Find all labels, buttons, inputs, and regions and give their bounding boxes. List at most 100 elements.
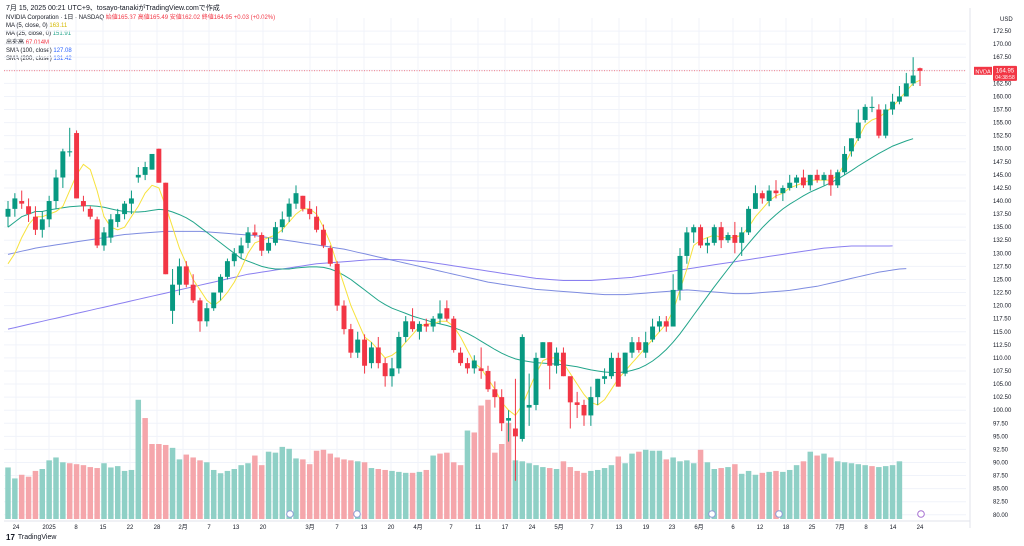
time-tick-label: 5月	[554, 524, 563, 531]
volume-bar	[121, 470, 128, 519]
volume-bar	[135, 399, 142, 519]
candle-body	[362, 339, 368, 366]
legend-sma100-label: SMA (100, close)	[6, 47, 52, 54]
sma200-line	[7, 245, 893, 330]
volume-bar	[773, 470, 779, 519]
legend-ma25-row[interactable]: MA (25, close, 0) 151.91	[6, 30, 275, 38]
candle-body	[828, 174, 834, 186]
volume-bar	[574, 470, 580, 519]
candle-body	[108, 219, 114, 238]
candle-body	[814, 174, 820, 181]
volume-bar	[348, 460, 354, 519]
tradingview-logo[interactable]: 17 TradingView	[6, 533, 56, 542]
candle-body	[286, 203, 292, 217]
candle-body	[629, 342, 635, 353]
volume-bar	[60, 462, 66, 519]
volume-bar	[512, 460, 519, 519]
candle-body	[608, 357, 614, 377]
candle-body	[787, 182, 793, 188]
price-tick-label: 150.00	[993, 147, 1012, 153]
candle-body	[574, 402, 580, 405]
volume-bar	[848, 463, 855, 519]
candle-body	[512, 428, 518, 437]
volume-bar	[272, 452, 279, 519]
price-tick-label: 97.50	[993, 421, 1009, 427]
time-tick-label: 14	[890, 525, 897, 531]
candle-body	[656, 321, 662, 327]
volume-bar	[190, 457, 196, 519]
price-tick-label: 167.50	[993, 55, 1012, 61]
candle-body	[519, 336, 525, 439]
volume-bar	[396, 471, 402, 519]
volume-bar	[5, 467, 11, 519]
volume-bar	[471, 432, 478, 519]
candle-body	[94, 219, 100, 246]
volume-bars	[5, 399, 903, 519]
candle-body	[300, 195, 306, 209]
volume-bar	[464, 430, 471, 519]
time-tick-label: 24	[917, 525, 924, 531]
volume-bar	[834, 461, 841, 519]
price-tick-label: 80.00	[993, 513, 1009, 519]
candle-body	[163, 182, 169, 275]
volume-bar	[334, 457, 340, 519]
volume-bar	[601, 468, 608, 519]
candle-body	[588, 397, 594, 416]
candle-body	[471, 360, 477, 369]
volume-bar	[793, 465, 800, 519]
volume-bar	[128, 469, 135, 519]
last-price-value: 164.95	[996, 68, 1015, 74]
price-tick-label: 117.50	[993, 317, 1012, 323]
volume-bar	[780, 471, 786, 519]
price-axis: 172.50170.00167.50165.00162.50160.00157.…	[969, 8, 1013, 528]
price-tick-label: 152.50	[993, 134, 1012, 140]
price-tick-label: 120.00	[993, 304, 1012, 310]
legend-volume-row[interactable]: 出来高 67.014M	[6, 39, 275, 47]
volume-bar	[87, 467, 94, 519]
price-tick-label: 135.00	[993, 225, 1012, 231]
price-tick-label: 125.00	[993, 277, 1012, 283]
countdown: 04:38:58	[995, 75, 1015, 81]
price-tick-label: 102.50	[993, 395, 1012, 401]
volume-bar	[389, 470, 395, 519]
candle-body	[794, 177, 800, 183]
candle-body	[80, 201, 86, 207]
price-tick-label: 130.00	[993, 251, 1012, 257]
candle-body	[540, 342, 546, 358]
time-tick-label: 13	[233, 525, 240, 531]
volume-bar	[876, 467, 882, 519]
candle-body	[567, 376, 573, 403]
candle-body	[759, 193, 765, 199]
volume-bar	[252, 455, 258, 519]
candle-body	[437, 313, 443, 319]
candle-body	[560, 352, 566, 377]
volume-bar	[862, 465, 868, 519]
volume-bar	[567, 467, 574, 519]
candle-body	[176, 266, 182, 285]
candle-body	[211, 292, 217, 309]
candle-body	[704, 242, 710, 246]
volume-bar	[341, 459, 347, 519]
candle-body	[293, 193, 299, 204]
volume-bar	[553, 469, 560, 519]
candle-body	[382, 363, 388, 377]
legend-ma5-row[interactable]: MA (5, close, 0) 163.11	[6, 22, 275, 30]
volume-bar	[519, 461, 526, 519]
candle-body	[204, 308, 210, 322]
candle-body	[12, 198, 18, 209]
candle-body	[231, 253, 237, 262]
candle-body	[156, 148, 162, 183]
volume-bar	[711, 469, 718, 519]
legend-title[interactable]: NVIDIA Corporation · 1日 · NASDAQ	[6, 15, 105, 21]
candle-body	[389, 368, 395, 377]
legend-sma200-row[interactable]: SMA (200, close) 131.42	[6, 55, 275, 63]
volume-bar	[409, 472, 416, 519]
volume-bar	[629, 453, 635, 519]
candle-body	[142, 167, 148, 175]
legend-sma100-row[interactable]: SMA (100, close) 127.08	[6, 47, 275, 55]
volume-bar	[649, 450, 656, 519]
volume-bar	[169, 447, 176, 519]
candle-body	[595, 378, 601, 398]
